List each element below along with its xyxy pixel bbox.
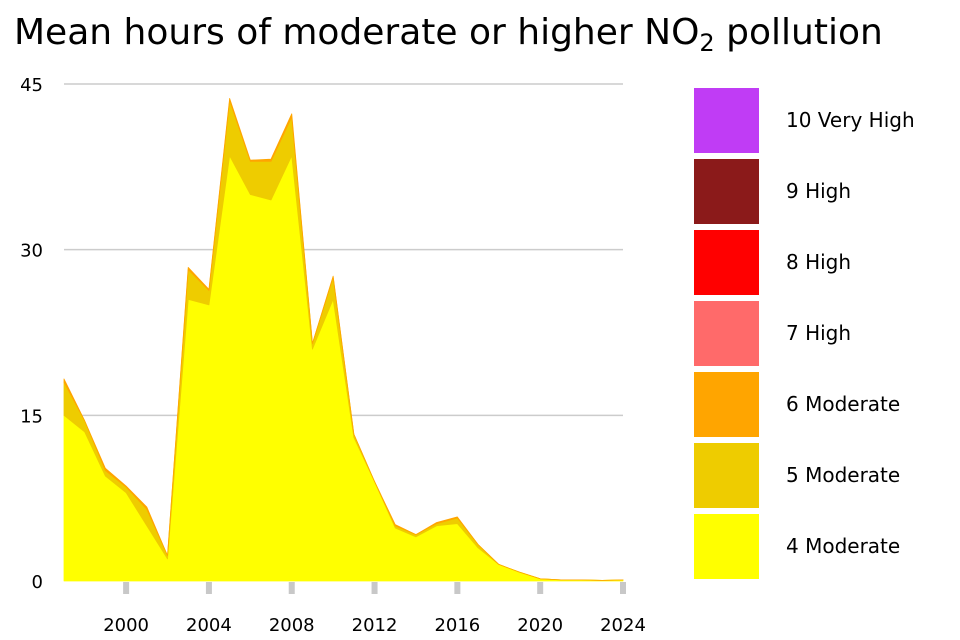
stacked-areas bbox=[63, 97, 624, 582]
legend-swatch bbox=[694, 372, 759, 437]
x-tick-label: 2000 bbox=[103, 615, 149, 636]
x-tick-mark bbox=[537, 582, 544, 594]
legend-item-7-high: 7 High bbox=[694, 301, 954, 372]
x-tick-label: 2024 bbox=[600, 615, 646, 636]
legend-label: 10 Very High bbox=[786, 108, 915, 132]
legend-label: 4 Moderate bbox=[786, 534, 901, 558]
y-tick-label: 0 bbox=[32, 572, 43, 593]
legend-swatch bbox=[694, 301, 759, 366]
axes: 0 15 30 45 2000 2004 2008 2012 2016 2020 2024 bbox=[20, 75, 646, 636]
x-tick-label: 2008 bbox=[269, 615, 315, 636]
legend-item-4-moderate: 4 Moderate bbox=[694, 514, 954, 585]
chart-title-subscript: 2 bbox=[699, 29, 715, 57]
legend-swatch bbox=[694, 88, 759, 153]
chart-title-tail: pollution bbox=[714, 12, 883, 53]
legend: 10 Very High 9 High 8 High 7 High 6 Mode… bbox=[694, 88, 954, 585]
x-tick-mark bbox=[620, 582, 626, 594]
y-tick-label: 45 bbox=[20, 75, 43, 96]
legend-swatch bbox=[694, 230, 759, 295]
y-tick-label: 30 bbox=[20, 241, 43, 262]
x-tick-label: 2016 bbox=[434, 615, 480, 636]
legend-label: 5 Moderate bbox=[786, 463, 901, 487]
y-tick-label: 15 bbox=[20, 406, 43, 427]
x-tick-mark bbox=[371, 582, 378, 594]
x-tick-label: 2012 bbox=[352, 615, 398, 636]
legend-label: 7 High bbox=[786, 321, 852, 345]
legend-label: 9 High bbox=[786, 179, 852, 203]
x-tick-label: 2020 bbox=[517, 615, 563, 636]
x-tick-mark bbox=[123, 582, 130, 594]
legend-label: 8 High bbox=[786, 250, 852, 274]
legend-label: 6 Moderate bbox=[786, 392, 901, 416]
x-tick-mark bbox=[454, 582, 461, 594]
chart-title-main: Mean hours of moderate or higher NO bbox=[14, 12, 700, 53]
legend-swatch bbox=[694, 514, 759, 579]
legend-item-9-high: 9 High bbox=[694, 159, 954, 230]
legend-item-5-moderate: 5 Moderate bbox=[694, 443, 954, 514]
legend-item-10-very-high: 10 Very High bbox=[694, 88, 954, 159]
chart-title: Mean hours of moderate or higher NO2 pol… bbox=[14, 12, 883, 57]
legend-swatch bbox=[694, 159, 759, 224]
x-tick-label: 2004 bbox=[186, 615, 232, 636]
x-tick-mark bbox=[205, 582, 212, 594]
legend-item-6-moderate: 6 Moderate bbox=[694, 372, 954, 443]
legend-swatch bbox=[694, 443, 759, 508]
legend-item-8-high: 8 High bbox=[694, 230, 954, 301]
area-series-6-moderate bbox=[63, 97, 624, 581]
x-tick-mark bbox=[288, 582, 295, 594]
